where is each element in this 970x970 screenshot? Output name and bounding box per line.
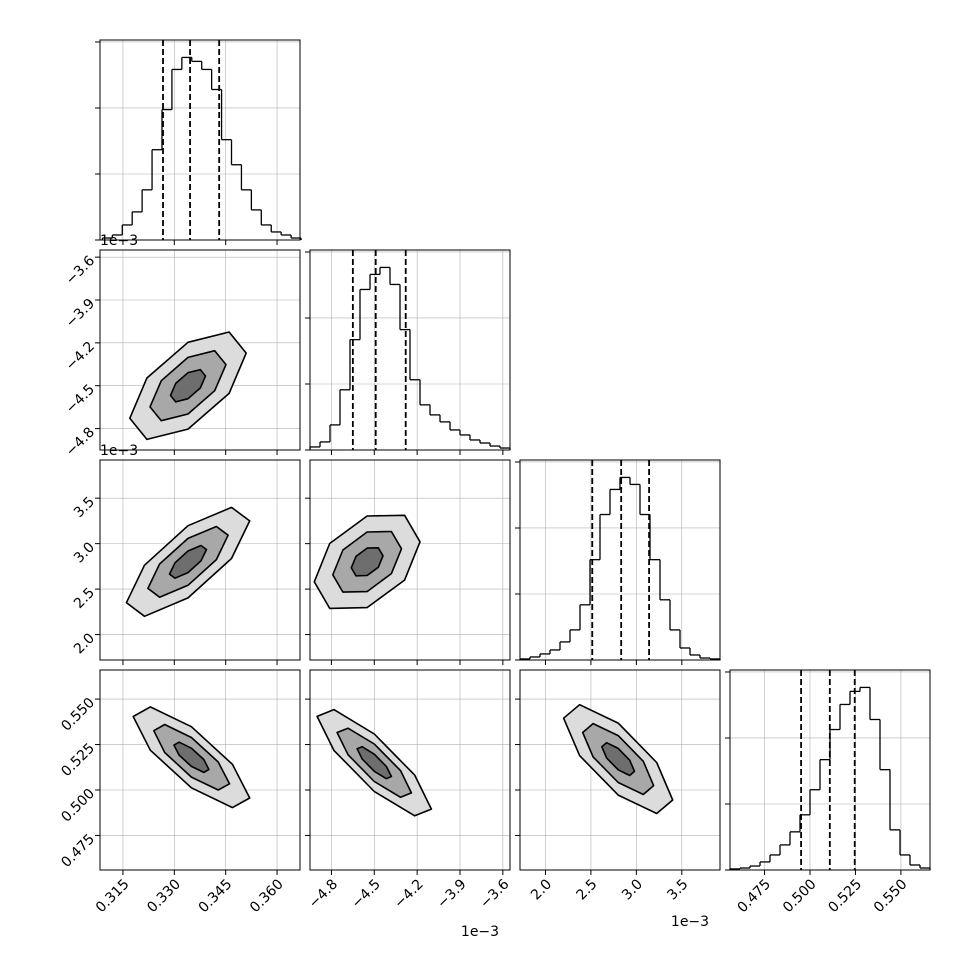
x-tick-label: −4.5 [349, 876, 384, 911]
panel-frame [99, 39, 301, 241]
panel-frame [309, 459, 511, 661]
x-tick-label: 0.500 [780, 876, 820, 916]
x-tick-label: 0.550 [871, 876, 911, 916]
contour [350, 547, 384, 577]
y-tick-label: −3.6 [63, 253, 98, 288]
panel-frame [99, 669, 301, 871]
y-tick-label: 0.525 [58, 740, 98, 780]
panel-frame [519, 669, 721, 871]
panel-frame [729, 669, 931, 871]
contour [601, 741, 636, 777]
panel-frame [99, 459, 301, 661]
x-tick-label: −3.6 [477, 876, 512, 911]
panel-frame [99, 249, 301, 451]
x-tick-label: 0.475 [735, 876, 775, 916]
panel-frame [309, 669, 511, 871]
y-tick-label: −4.5 [63, 381, 98, 416]
y-offset-label: 1e−3 [100, 233, 138, 249]
x-tick-label: 2.5 [574, 876, 601, 903]
y-tick-label: −4.2 [63, 339, 98, 374]
y-tick-label: 3.5 [71, 494, 98, 521]
x-tick-label: 0.315 [93, 876, 133, 916]
panel-frame [309, 249, 511, 451]
y-tick-label: 0.550 [58, 695, 98, 735]
y-tick-label: −4.8 [63, 424, 98, 459]
y-tick-label: 3.0 [71, 539, 98, 566]
contour [356, 745, 393, 780]
contour [173, 741, 210, 774]
contour [168, 544, 208, 579]
y-tick-label: 0.475 [58, 831, 98, 871]
y-offset-label: 1e−3 [100, 443, 138, 459]
y-tick-label: 2.0 [71, 630, 98, 657]
x-offset-label: 1e−3 [671, 914, 709, 930]
y-tick-label: −3.9 [63, 296, 98, 331]
contour [169, 368, 207, 403]
x-tick-label: 0.330 [144, 876, 184, 916]
x-tick-label: 0.360 [247, 876, 287, 916]
panel-frame [519, 459, 721, 661]
x-tick-label: −4.2 [391, 876, 426, 911]
x-offset-label: 1e−3 [461, 924, 499, 940]
x-tick-label: 3.5 [664, 876, 691, 903]
x-tick-label: 2.0 [528, 876, 555, 903]
y-tick-label: 2.5 [71, 585, 98, 612]
y-tick-label: 0.500 [58, 786, 98, 826]
x-tick-label: 0.525 [825, 876, 865, 916]
x-tick-label: 0.345 [196, 876, 236, 916]
x-tick-label: −4.8 [306, 876, 341, 911]
x-tick-label: 3.0 [619, 876, 646, 903]
x-tick-label: −3.9 [434, 876, 469, 911]
